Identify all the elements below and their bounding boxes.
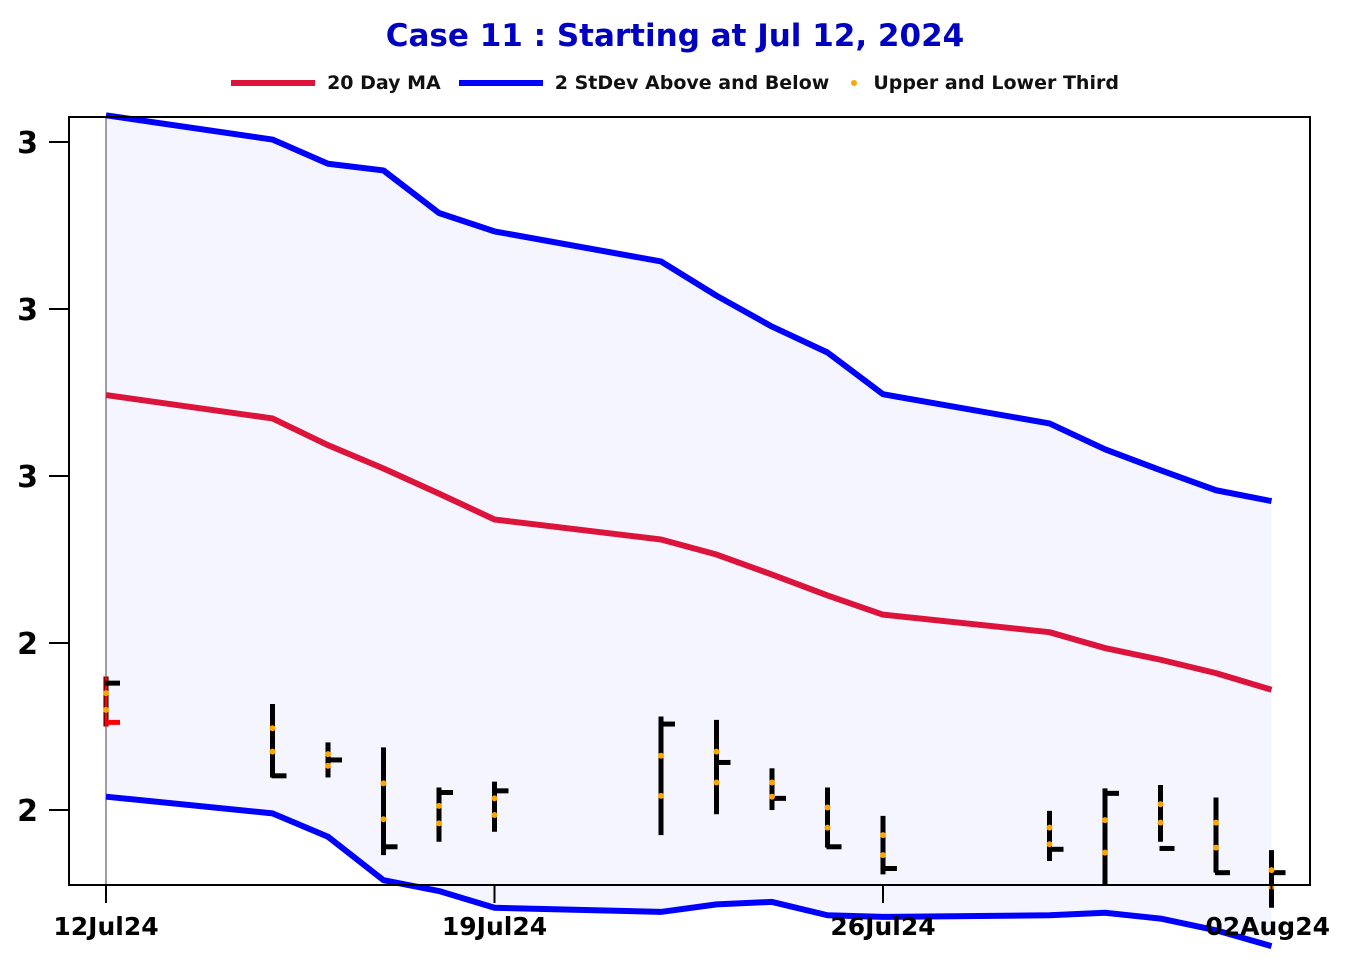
lower-third-dot [824,824,831,831]
lower-third-dot [380,816,387,823]
lower-third-dot [713,779,720,786]
upper-third-dot [658,752,664,759]
legend-dot-icon [851,80,858,86]
legend-item-ma: 20 Day MA [231,72,441,94]
ohlc-bar-2024-07-23 [713,719,731,815]
y-tick-label: 2 [17,794,38,829]
y-tick-label: 3 [17,293,38,328]
upper-third-dot [325,751,331,758]
lower-third-dot [769,793,775,800]
ohlc-bar-2024-07-30 [1102,788,1119,886]
upper-third-dot [824,804,831,811]
upper-third-dot [1046,824,1053,831]
lower-third-dot [325,762,331,769]
y-tick-label: 2 [17,627,38,662]
ohlc-bar-2024-07-25 [824,787,842,850]
ohlc-bar-2024-07-16 [325,742,342,778]
plot-frame [68,116,1311,886]
band-fill [106,115,1272,947]
upper-third-dot [269,725,276,732]
lower-third-dot [880,852,886,859]
lower-third-dot [1102,849,1108,856]
legend-label-thirds: Upper and Lower Third [873,72,1119,94]
ohlc-bar-2024-07-24 [769,768,786,811]
upper-third-dot [713,748,720,755]
lower-third-dot [658,792,664,799]
upper-third-dot [1268,867,1275,874]
lower-third-dot [103,706,109,713]
upper-third-dot [880,832,886,839]
series-line-20-day-ma [105,392,1273,693]
ohlc-bar-2024-07-12 [103,676,120,727]
x-tick-label: 02Aug24 [1205,912,1330,941]
upper-third-dot [380,780,387,787]
legend-label-ma: 20 Day MA [327,72,441,94]
lower-third-dot [1157,819,1164,826]
upper-third-dot [436,802,442,809]
lower-third-dot [1268,883,1275,890]
x-tick-label: 19Jul24 [442,912,547,941]
chart-title: Case 11 : Starting at Jul 12, 2024 [385,18,965,54]
y-tick-label: 3 [17,460,38,495]
legend-label-stdev: 2 StDev Above and Below [554,72,830,94]
ohlc-bar-2024-07-29 [1046,810,1064,861]
ohlc-bar-2024-08-01 [1213,797,1230,876]
ohlc-bar-2024-07-31 [1157,785,1175,851]
upper-third-dot [1213,819,1219,826]
lower-third-dot [491,812,498,819]
lower-third-dot [1213,844,1219,851]
legend-swatch-stdev [458,80,543,86]
ohlc-bar-2024-07-22 [658,716,675,836]
ohlc-bar-2024-07-15 [269,704,287,779]
x-tick-label: 26Jul24 [830,912,935,941]
upper-third-dot [1102,817,1108,824]
series-line-upper-band [105,112,1273,505]
y-tick-label: 3 [17,126,38,161]
ohlc-bar-2024-07-26 [880,815,897,875]
legend-swatch-thirds [847,76,861,90]
ohlc-bar-2024-07-18 [436,787,453,842]
ohlc-bar-2024-08-02 [1268,850,1286,908]
upper-third-dot [103,690,109,697]
legend-item-thirds: Upper and Lower Third [847,72,1119,94]
lower-third-dot [1046,841,1053,848]
upper-third-dot [491,795,498,802]
series-line-lower-band [105,793,1273,950]
ohlc-bar-2024-07-17 [380,747,398,856]
upper-third-dot [769,779,775,786]
lower-third-dot [436,820,442,827]
legend-item-stdev: 2 StDev Above and Below [458,72,830,94]
ohlc-bar-2024-07-19 [491,781,509,832]
legend-swatch-ma [231,80,316,86]
lower-third-dot [269,748,276,755]
x-tick-label: 12Jul24 [53,912,158,941]
legend: 20 Day MA 2 StDev Above and Below Upper … [0,70,1350,96]
upper-third-dot [1157,801,1164,808]
